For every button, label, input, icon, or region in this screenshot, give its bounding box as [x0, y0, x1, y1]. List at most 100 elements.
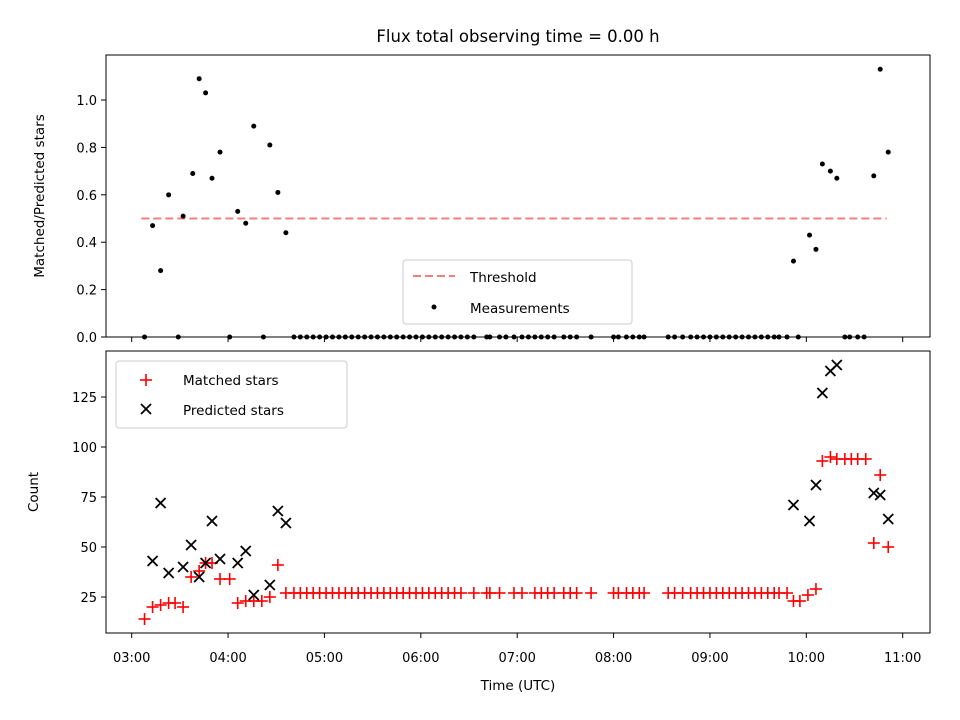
matched-point [231, 597, 244, 609]
measurement-point [807, 232, 813, 238]
legend-matched-label: Matched stars [183, 373, 279, 389]
top-x-ticks [131, 337, 904, 342]
matched-point [793, 595, 806, 607]
predicted-point [240, 545, 252, 557]
predicted-point [816, 387, 829, 399]
measurement-point [267, 142, 273, 148]
measurement-point [158, 268, 164, 274]
matched-point [177, 601, 190, 613]
top-y-ticks: 0.0 0.2 0.4 0.6 0.8 1.0 [76, 94, 106, 346]
predicted-point [272, 505, 284, 517]
measurement-point [190, 170, 196, 176]
predicted-point [248, 589, 260, 601]
matched-point [781, 587, 794, 599]
y-tick-label: 0.2 [76, 284, 97, 299]
legend-threshold-label: Threshold [469, 270, 537, 286]
matched-point [859, 453, 872, 465]
predicted-point [810, 479, 822, 491]
matched-point [570, 587, 583, 599]
bottom-legend: Matched stars Predicted stars [115, 360, 348, 429]
matched-point [809, 583, 822, 595]
y-tick-label: 125 [72, 391, 97, 406]
matched-point [193, 565, 206, 577]
measurement-point [150, 223, 156, 229]
x-axis-label: Time (UTC) [480, 678, 556, 694]
predicted-point [868, 487, 880, 499]
measurement-point [827, 168, 833, 174]
predicted-point [787, 499, 800, 511]
y-tick-label: 25 [80, 591, 97, 606]
predicted-point [232, 557, 244, 569]
predicted-point [185, 539, 197, 551]
measurement-point [275, 189, 281, 195]
predicted-point [280, 517, 292, 529]
predicted-point [163, 567, 175, 579]
x-tick-label: 08:00 [595, 651, 632, 666]
measurement-point [203, 90, 209, 96]
x-tick-label: 07:00 [498, 651, 535, 666]
measurement-point [217, 149, 223, 155]
matched-point [467, 587, 480, 599]
bottom-panel: 03:00 04:00 05:00 06:00 07:00 08:00 09:00 10:00… [26, 350, 931, 694]
predicted-point [199, 557, 212, 569]
measurement-point [235, 208, 241, 214]
predicted-point [803, 515, 816, 527]
y-tick-label: 50 [80, 541, 97, 556]
y-tick-label: 0.8 [76, 141, 97, 156]
predicted-point [193, 571, 205, 583]
predicted-point [882, 513, 894, 525]
matched-point [146, 601, 159, 613]
y-tick-label: 75 [80, 491, 97, 506]
x-tick-label: 06:00 [402, 651, 439, 666]
bottom-x-ticks: 03:00 04:00 05:00 06:00 07:00 08:00 09:00 10:00… [113, 633, 921, 666]
matched-point [185, 571, 198, 583]
predicted-point [154, 497, 167, 509]
predicted-point [874, 489, 886, 501]
top-legend: Threshold Measurements [402, 259, 633, 325]
legend-measurements-label: Measurements [470, 301, 570, 317]
x-tick-label: 05:00 [306, 651, 343, 666]
bottom-plot-area [138, 359, 895, 625]
y-tick-label: 1.0 [76, 94, 97, 109]
measurement-point [834, 175, 840, 181]
matched-point [255, 595, 268, 607]
matched-point [874, 469, 887, 481]
predicted-point [146, 555, 159, 567]
top-y-axis-label: Matched/Predicted stars [32, 114, 48, 277]
matched-point [816, 455, 829, 467]
bottom-y-axis-label: Count [26, 472, 42, 512]
matched-point [223, 573, 236, 585]
measurement-point [180, 213, 186, 219]
matched-point [638, 587, 651, 599]
y-tick-label: 0.6 [76, 189, 97, 204]
predicted-point [831, 359, 843, 371]
matched-point [801, 589, 814, 601]
top-panel: Flux total observing time = 0.00 h 0.00.… [32, 27, 931, 346]
series-matched-stars [138, 451, 895, 625]
predicted-point [177, 561, 189, 573]
measurement-point [283, 230, 289, 236]
measurement-point [790, 258, 796, 264]
bottom-y-ticks: 25 50 75 100 125 [72, 391, 106, 606]
chart-title: Flux total observing time = 0.00 h [376, 27, 659, 46]
matched-point [882, 541, 895, 553]
x-tick-label: 04:00 [209, 651, 246, 666]
matched-point [867, 537, 880, 549]
bottom-axes-frame [105, 350, 931, 634]
x-tick-label: 11:00 [884, 651, 921, 666]
x-tick-label: 09:00 [691, 651, 728, 666]
matched-point [824, 451, 837, 463]
legend-predicted-swatch [140, 403, 152, 415]
measurement-point [819, 161, 825, 167]
y-tick-label: 100 [72, 441, 97, 456]
measurement-point [813, 246, 819, 252]
matched-point [154, 599, 167, 611]
predicted-point [206, 515, 218, 527]
matched-point [516, 587, 529, 599]
series-predicted-stars [146, 359, 894, 601]
measurement-point [877, 66, 883, 72]
x-tick-label: 03:00 [113, 651, 150, 666]
measurement-point [209, 175, 215, 181]
legend-measurements-swatch [431, 304, 437, 310]
